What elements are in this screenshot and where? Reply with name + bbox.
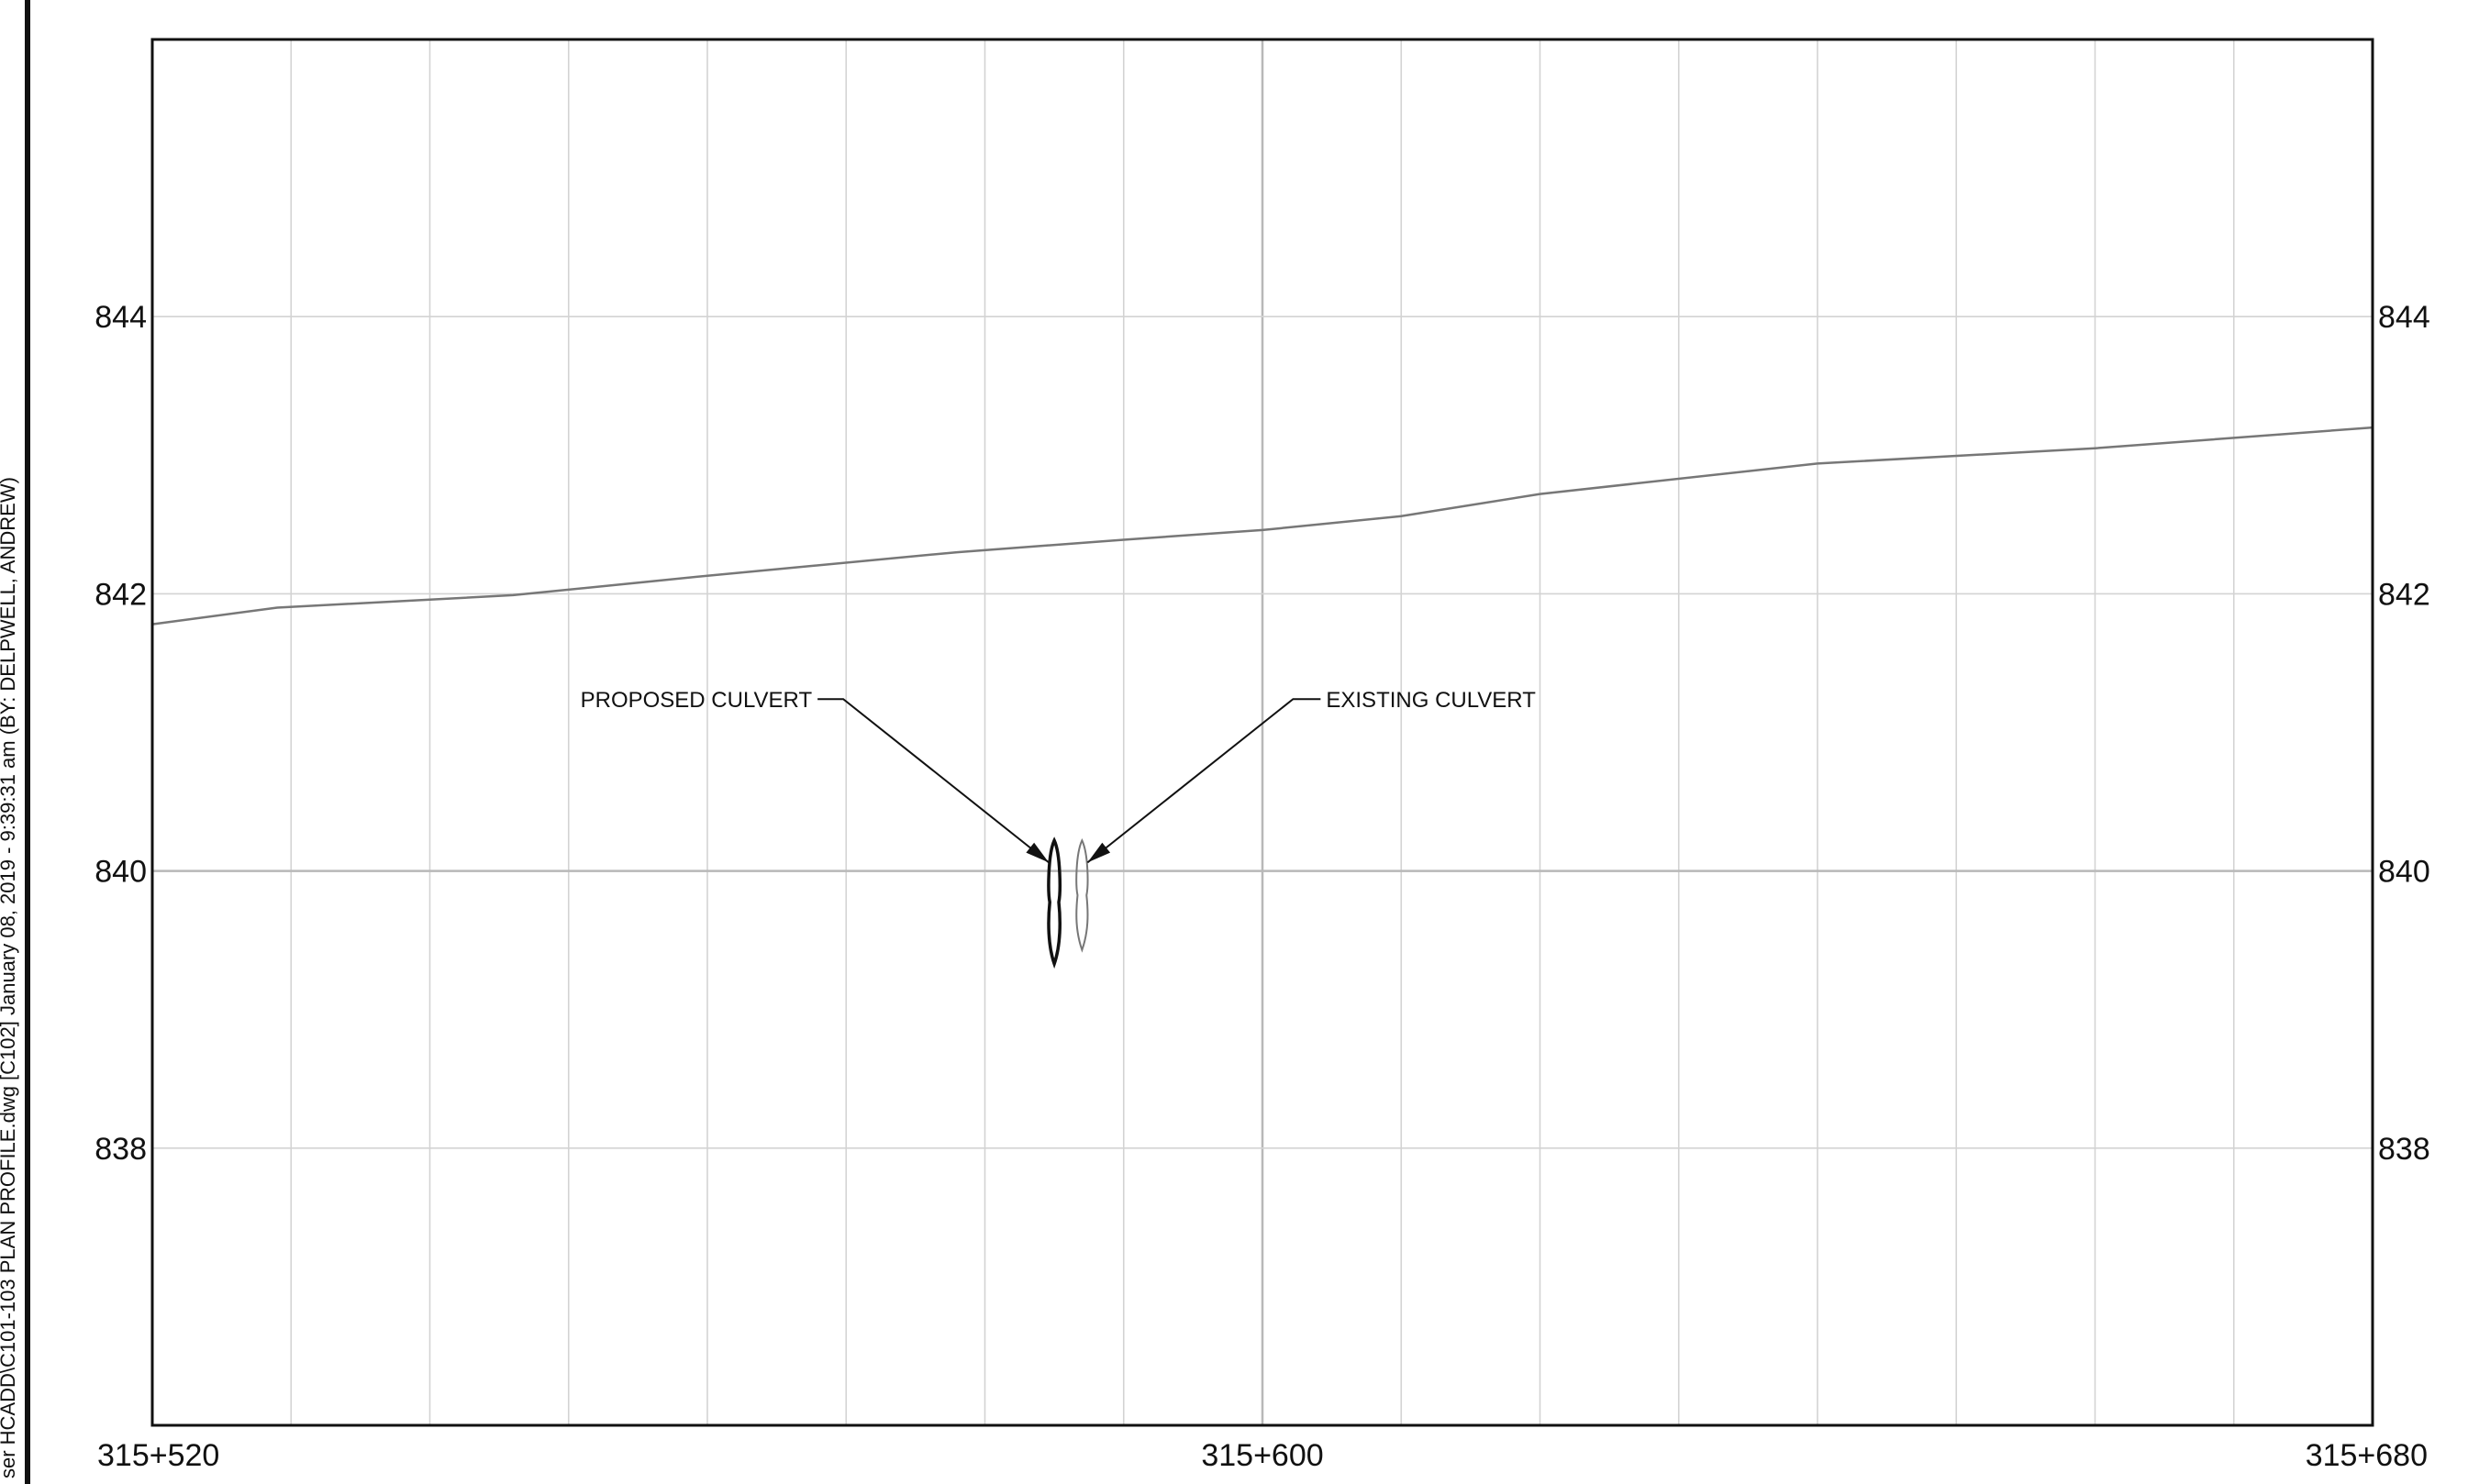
culvert-shape [1075, 837, 1089, 953]
y-tick-label-left: 842 [94, 577, 147, 612]
culvert-shape [1047, 836, 1062, 969]
x-tick-label: 315+680 [2306, 1438, 2428, 1473]
x-tick-label: 315+600 [1201, 1438, 1323, 1473]
y-tick-label-right: 842 [2378, 577, 2430, 612]
y-tick-label-right: 844 [2378, 300, 2430, 335]
culvert-leader-line [1086, 698, 1321, 864]
sheet-side-annotation: ser HCADD\C101-103 PLAN PROFILE.dwg [C10… [0, 477, 19, 1478]
ground-line [151, 426, 2373, 626]
proposed-culvert-label: PROPOSED CULVERT [581, 688, 813, 713]
x-tick-label: 315+520 [97, 1438, 219, 1473]
y-tick-label-left: 838 [94, 1132, 147, 1167]
y-tick-label-left: 840 [94, 855, 147, 890]
culvert-arrowhead [1026, 842, 1050, 863]
existing-culvert-label: EXISTING CULVERT [1326, 688, 1536, 713]
culvert-leader-line [817, 698, 1050, 864]
y-tick-label-right: 838 [2378, 1132, 2430, 1167]
y-tick-label-right: 840 [2378, 855, 2430, 890]
plot-frame [150, 38, 2374, 1427]
ground-profile [151, 426, 2373, 626]
grid [152, 39, 2373, 1425]
culvert-arrowhead [1087, 842, 1111, 863]
axis-labels: 838 838 840 840 842 842 844 844 315+520 315+600 31… [94, 300, 2429, 1473]
y-tick-label-left: 844 [94, 300, 147, 335]
culverts: PROPOSED CULVERT EXISTING CULVERT [581, 688, 1536, 969]
